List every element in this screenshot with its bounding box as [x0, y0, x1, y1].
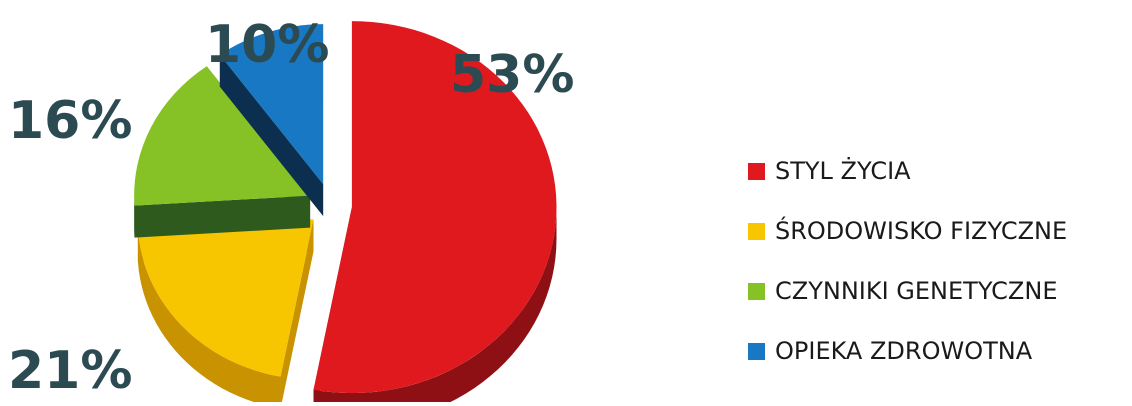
legend-label: STYL ŻYCIA — [775, 156, 911, 185]
legend-label: OPIEKA ZDROWOTNA — [775, 337, 1033, 365]
legend-item-opieka-zdrowotna: OPIEKA ZDROWOTNA — [748, 337, 1033, 365]
pie-slice-srodowisko-fizyczne — [138, 220, 314, 402]
pie-label-czynniki-genetyczne: 16% — [8, 91, 132, 151]
legend-item-czynniki-genetyczne: CZYNNIKI GENETYCZNE — [748, 277, 1058, 305]
chart-legend: STYL ŻYCIA ŚRODOWISKO FIZYCZNE CZYNNIKI GE… — [748, 156, 1067, 365]
legend-item-styl-zycia: STYL ŻYCIA — [748, 156, 911, 185]
legend-swatch — [748, 343, 765, 360]
legend-label: CZYNNIKI GENETYCZNE — [775, 277, 1058, 305]
legend-label: ŚRODOWISKO FIZYCZNE — [775, 215, 1067, 245]
legend-item-srodowisko-fizyczne: ŚRODOWISKO FIZYCZNE — [748, 215, 1067, 245]
pie-label-styl-zycia: 53% — [450, 45, 574, 105]
pie-label-srodowisko-fizyczne: 21% — [8, 341, 132, 401]
legend-swatch — [748, 163, 765, 180]
legend-swatch — [748, 223, 765, 240]
pie-label-opieka-zdrowotna: 10% — [205, 15, 329, 75]
legend-swatch — [748, 283, 765, 300]
